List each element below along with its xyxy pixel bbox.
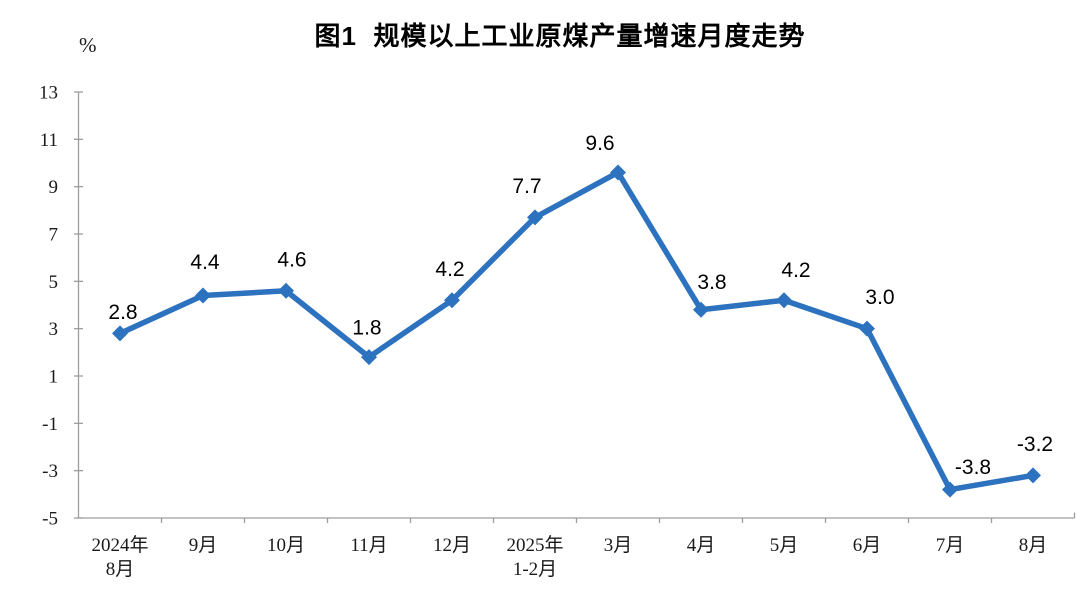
x-axis-category-label: 10月 [267, 535, 305, 556]
x-axis-category-label: 11月 [350, 535, 387, 556]
y-axis-tick-label: -3 [42, 461, 58, 482]
y-axis-tick-label: 5 [49, 272, 59, 293]
y-axis-unit-label: % [79, 33, 97, 57]
data-point-label: 2.8 [108, 301, 137, 324]
y-axis-tick-label: -1 [42, 414, 58, 435]
data-point-marker [195, 287, 211, 304]
x-axis-category-label: 8月 [1019, 535, 1048, 556]
y-axis-tick-label: 11 [40, 130, 58, 151]
y-axis-tick-label: -5 [42, 509, 58, 530]
data-point-marker [444, 292, 460, 309]
data-point-marker [942, 481, 958, 498]
x-axis-category-label: 7月 [936, 535, 965, 556]
data-point-label: 1.8 [352, 317, 381, 340]
y-axis-tick-label: 9 [49, 177, 59, 198]
data-point-marker [610, 164, 626, 181]
y-axis-tick-label: 3 [49, 319, 59, 340]
y-axis-tick-label: 7 [49, 225, 59, 246]
data-point-marker [776, 292, 792, 309]
x-axis-category-label: 5月 [770, 535, 799, 556]
data-point-label: -3.8 [955, 456, 991, 479]
data-point-label: 4.2 [435, 258, 464, 281]
data-point-marker [1025, 467, 1041, 484]
data-point-label: 3.0 [865, 286, 894, 309]
data-point-marker [859, 320, 875, 337]
data-point-marker [693, 301, 709, 318]
data-point-marker [527, 209, 543, 226]
data-point-label: -3.2 [1017, 433, 1053, 456]
chart-title: 图1 规模以上工业原煤产量增速月度走势 [314, 21, 806, 51]
y-axis-tick-label: 13 [39, 83, 58, 104]
series-line [117, 169, 1036, 493]
x-axis-category-label: 8月 [106, 559, 135, 580]
x-axis-category-label: 2024年 [91, 534, 148, 556]
x-axis-category-label: 12月 [433, 535, 471, 556]
x-axis-category-label: 3月 [604, 535, 633, 556]
x-axis-category-label: 9月 [189, 535, 218, 556]
x-axis-category-label: 1-2月 [513, 559, 557, 580]
data-point-label: 4.4 [190, 251, 220, 274]
data-point-label: 9.6 [585, 132, 614, 155]
x-axis-category-label: 4月 [687, 535, 716, 556]
data-point-marker [112, 325, 128, 342]
data-point-label: 4.6 [277, 248, 306, 271]
data-point-label: 3.8 [697, 271, 726, 294]
data-point-label: 4.2 [781, 259, 810, 282]
y-axis-tick-label: 1 [49, 367, 59, 388]
data-point-label: 7.7 [512, 175, 541, 198]
data-point-marker [361, 349, 377, 366]
x-axis-category-label: 6月 [853, 535, 882, 556]
x-axis-category-label: 2025年 [506, 534, 563, 556]
data-point-marker [278, 282, 294, 299]
